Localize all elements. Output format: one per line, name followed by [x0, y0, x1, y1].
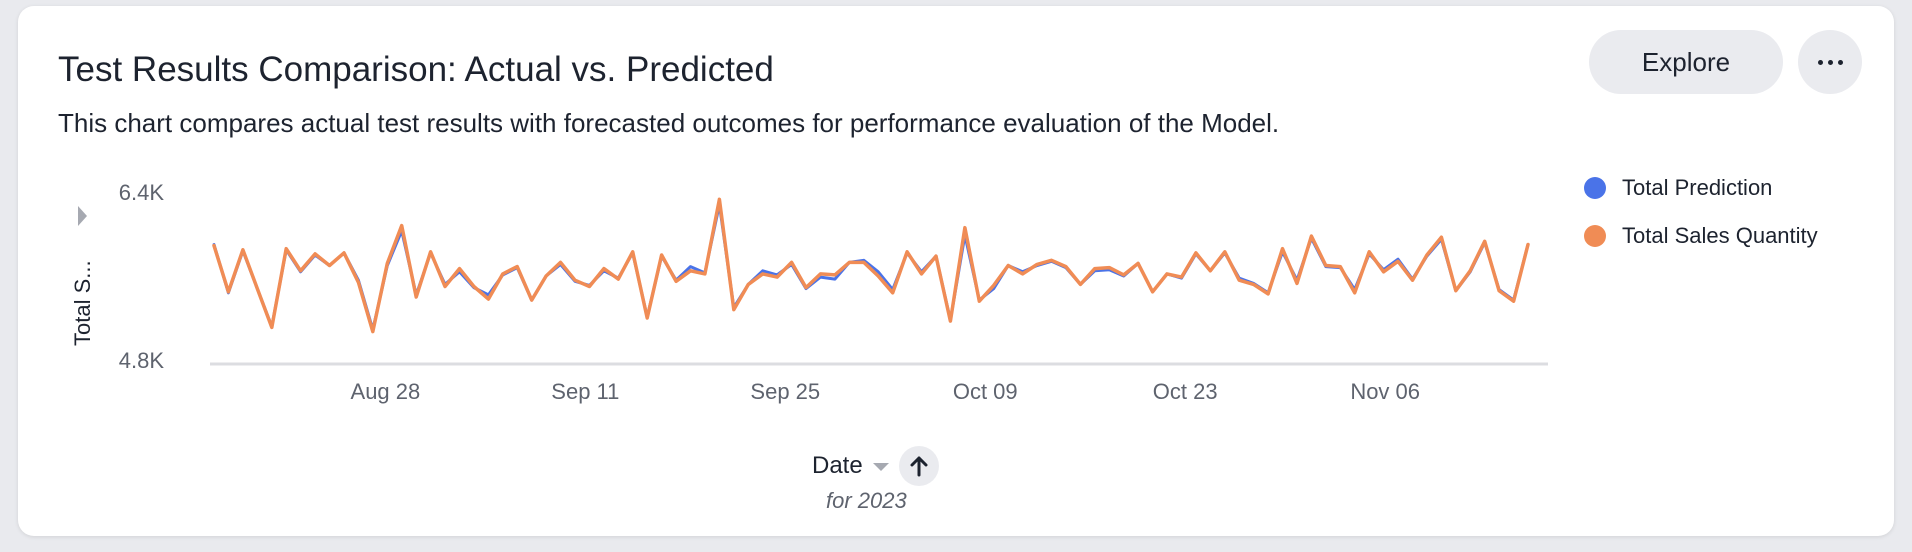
more-horizontal-icon-dot	[1827, 59, 1833, 65]
chart-card: Test Results Comparison: Actual vs. Pred…	[18, 6, 1894, 536]
legend-label-prediction: Total Prediction	[1622, 175, 1773, 200]
y-tick-label: 6.4K	[119, 180, 165, 205]
line-chart: 6.4K 4.8K Aug 28 Sep 11 Sep 25 Oct 09 Oct 23 No…	[119, 180, 1548, 404]
sales-series-line	[212, 197, 1530, 334]
more-horizontal-icon-dot	[1837, 59, 1843, 65]
more-horizontal-icon	[1817, 59, 1823, 65]
legend-label-sales: Total Sales Quantity	[1622, 223, 1818, 248]
x-tick-label: Sep 11	[551, 379, 619, 404]
explore-button[interactable]: Explore	[1589, 30, 1783, 94]
chart-legend: Total Prediction Total Sales Quantity	[1584, 164, 1818, 260]
legend-swatch-sales	[1584, 225, 1606, 247]
more-options-button[interactable]	[1798, 30, 1862, 94]
legend-swatch-prediction	[1584, 177, 1606, 199]
legend-item-sales[interactable]: Total Sales Quantity	[1584, 212, 1818, 260]
y-axis-expand-icon[interactable]	[78, 206, 87, 226]
y-axis-title[interactable]: Total S...	[70, 260, 95, 346]
x-tick-label: Oct 09	[953, 379, 1018, 404]
x-axis-title[interactable]: Date	[812, 452, 863, 479]
arrow-up-icon	[910, 456, 928, 477]
x-tick-label: Aug 28	[351, 379, 421, 404]
chart-subtitle: This chart compares actual test results …	[58, 108, 1280, 138]
chevron-down-icon[interactable]	[872, 463, 889, 471]
legend-item-prediction[interactable]: Total Prediction	[1584, 164, 1818, 212]
chart-title: Test Results Comparison: Actual vs. Pred…	[58, 50, 774, 89]
x-axis-note: for 2023	[826, 488, 907, 513]
x-axis-title-group: Date	[812, 446, 939, 486]
x-tick-label: Sep 25	[750, 379, 820, 404]
y-tick-label: 4.8K	[119, 348, 165, 373]
x-tick-label: Nov 06	[1350, 379, 1420, 404]
x-tick-label: Oct 23	[1153, 379, 1218, 404]
sort-button[interactable]	[898, 446, 939, 486]
